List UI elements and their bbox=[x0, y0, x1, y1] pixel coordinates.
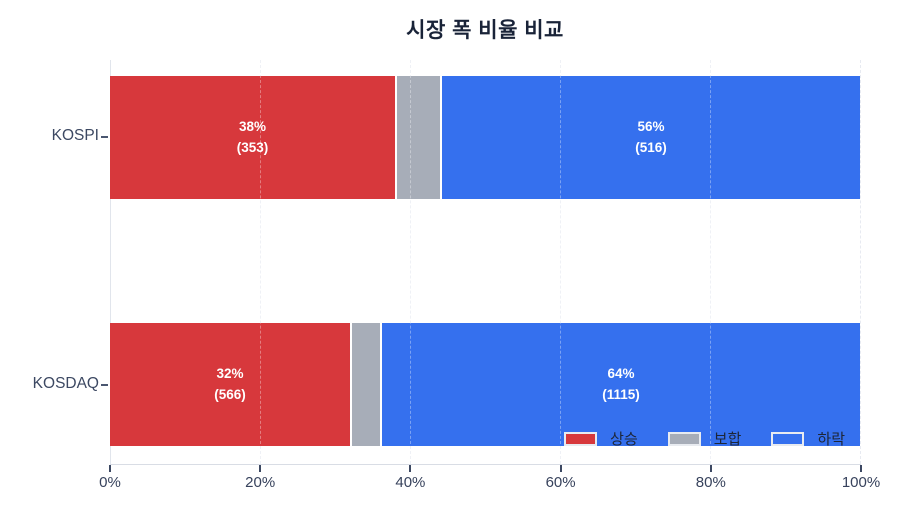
x-axis-labels: 0% 20% 40% 60% 80% 100% bbox=[99, 474, 880, 496]
x-tick-label: 0% bbox=[99, 474, 121, 491]
segment-pct: 64% bbox=[607, 366, 635, 382]
legend-item-flat[interactable]: 보합 bbox=[667, 428, 742, 449]
y-axis-label-kosdaq: KOSDAQ bbox=[32, 375, 99, 392]
x-tick-label: 20% bbox=[245, 474, 276, 491]
gridline-100 bbox=[860, 60, 861, 464]
legend-swatch-red bbox=[564, 431, 598, 446]
segment-count: (566) bbox=[214, 386, 246, 402]
legend: 상승 보합 하락 bbox=[564, 428, 845, 449]
bar-segment-kosdaq-down: 64% (1115) bbox=[380, 323, 860, 446]
x-tick-label: 60% bbox=[545, 474, 576, 491]
bar-segment-label: 64% (1115) bbox=[602, 364, 640, 405]
segment-count: (516) bbox=[635, 139, 667, 155]
chart-title: 시장 폭 비율 비교 bbox=[406, 19, 564, 42]
gridline-overlay bbox=[710, 60, 711, 464]
bar-kospi: 38% (353) 56% (516) bbox=[110, 76, 860, 199]
y-axis-tick bbox=[101, 136, 108, 138]
x-tick bbox=[109, 465, 111, 472]
segment-pct: 38% bbox=[238, 119, 266, 135]
plot-area: 38% (353) 56% (516) 32% (566) bbox=[110, 60, 861, 464]
legend-swatch-gray bbox=[667, 431, 701, 446]
segment-count: (1115) bbox=[602, 386, 640, 402]
segment-pct: 32% bbox=[216, 366, 244, 382]
y-axis-tick bbox=[101, 384, 108, 386]
gridline-0 bbox=[110, 60, 111, 464]
legend-label: 상승 bbox=[610, 431, 638, 448]
x-tick bbox=[709, 465, 712, 472]
bar-segment-label: 38% (353) bbox=[237, 117, 269, 158]
bar-segment-label: 32% (566) bbox=[214, 364, 246, 405]
legend-item-down[interactable]: 하락 bbox=[771, 428, 845, 449]
legend-label: 하락 bbox=[817, 431, 845, 448]
x-tick bbox=[860, 465, 862, 472]
x-tick-label: 40% bbox=[395, 474, 426, 491]
x-axis-line bbox=[110, 464, 861, 465]
bar-segment-kosdaq-flat bbox=[350, 323, 380, 446]
gridline-80 bbox=[710, 60, 711, 464]
gridline-overlay bbox=[560, 60, 561, 464]
legend-swatch-blue bbox=[771, 431, 805, 446]
x-tick-label: 100% bbox=[841, 474, 881, 491]
gridline-60 bbox=[560, 60, 561, 464]
x-tick bbox=[409, 465, 412, 472]
y-axis-label-kospi: KOSPI bbox=[51, 127, 99, 144]
segment-pct: 56% bbox=[637, 119, 665, 135]
legend-item-up[interactable]: 상승 bbox=[564, 428, 638, 449]
bar-segment-kospi-down: 56% (516) bbox=[440, 76, 860, 199]
legend-label: 보합 bbox=[713, 431, 742, 448]
x-tick-label: 80% bbox=[695, 474, 726, 491]
bar-kosdaq: 32% (566) 64% (1115) bbox=[110, 323, 860, 446]
gridline-overlay bbox=[410, 60, 411, 464]
segment-count: (353) bbox=[236, 139, 269, 155]
x-tick bbox=[559, 465, 562, 472]
bar-segment-kospi-flat bbox=[395, 76, 440, 199]
gridline-40 bbox=[410, 60, 411, 464]
x-tick bbox=[259, 465, 262, 472]
gridline-overlay bbox=[260, 60, 261, 464]
bar-segment-kosdaq-up: 32% (566) bbox=[110, 323, 350, 446]
bar-segment-kospi-up: 38% (353) bbox=[110, 76, 395, 199]
bar-segment-label: 56% (516) bbox=[635, 117, 667, 158]
gridline-20 bbox=[260, 60, 261, 464]
